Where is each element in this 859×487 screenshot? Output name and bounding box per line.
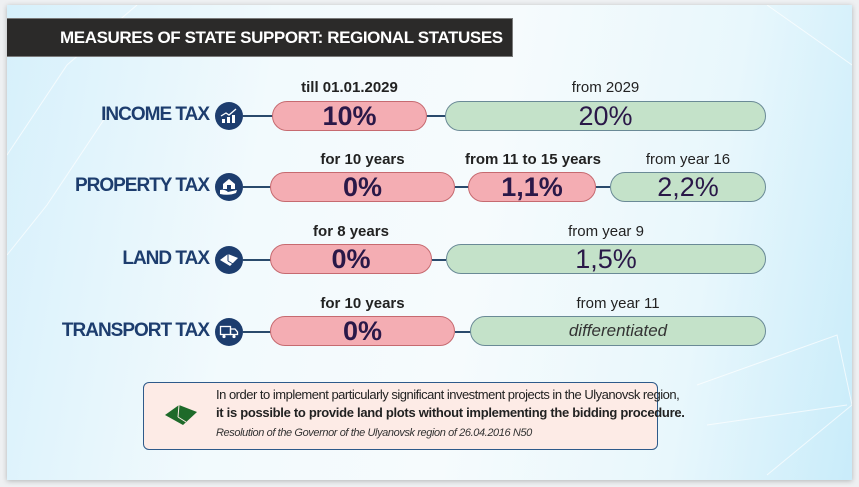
- connector: [427, 115, 445, 117]
- land-plot-icon: [215, 246, 243, 274]
- rate-pill: 1,1%: [468, 172, 596, 202]
- note-box: In order to implement particularly signi…: [143, 382, 685, 450]
- rate-pill: 1,5%: [446, 244, 766, 274]
- row-label-property-tax: PROPERTY TAX: [74, 175, 210, 196]
- connector: [243, 186, 271, 188]
- period-caption: for 10 years: [320, 151, 405, 168]
- rate-pill: 0%: [270, 316, 455, 346]
- rate-pill: 0%: [270, 172, 455, 202]
- note-text: In order to implement particularly signi…: [216, 387, 680, 402]
- connector: [243, 259, 271, 261]
- period-caption: from year 9: [568, 223, 644, 240]
- truck-icon: [215, 318, 243, 346]
- period-caption: from year 11: [576, 295, 660, 312]
- rate-pill: 0%: [270, 244, 432, 274]
- row-label-land-tax: LAND TAX: [122, 248, 210, 269]
- row-label-income-tax: INCOME TAX: [101, 104, 210, 125]
- period-caption: from 11 to 15 years: [465, 151, 601, 168]
- connector: [596, 186, 610, 188]
- note-highlight: it is possible to provide land plots wit…: [216, 405, 685, 420]
- house-hand-icon: [215, 173, 243, 201]
- connector: [243, 115, 273, 117]
- connector: [243, 331, 271, 333]
- slide: MEASURES OF STATE SUPPORT: REGIONAL STAT…: [7, 5, 852, 480]
- period-caption: for 8 years: [313, 223, 389, 240]
- rate-pill: 2,2%: [610, 172, 766, 202]
- land-plot-icon: [165, 404, 197, 425]
- note-source: Resolution of the Governor of the Ulyano…: [216, 427, 532, 439]
- page-title: MEASURES OF STATE SUPPORT: REGIONAL STAT…: [60, 28, 503, 47]
- period-caption: till 01.01.2029: [301, 79, 398, 96]
- period-caption: from year 16: [645, 151, 731, 168]
- income-chart-icon: [215, 102, 243, 130]
- rate-pill: 20%: [445, 101, 766, 131]
- connector: [432, 259, 446, 261]
- connector: [455, 331, 471, 333]
- period-caption: for 10 years: [320, 295, 405, 312]
- period-caption: from 2029: [571, 79, 640, 96]
- row-label-transport-tax: TRANSPORT TAX: [61, 320, 210, 341]
- rate-pill: 10%: [272, 101, 427, 131]
- title-bar: MEASURES OF STATE SUPPORT: REGIONAL STAT…: [7, 18, 513, 57]
- connector: [455, 186, 469, 188]
- rate-pill: differentiated: [470, 316, 766, 346]
